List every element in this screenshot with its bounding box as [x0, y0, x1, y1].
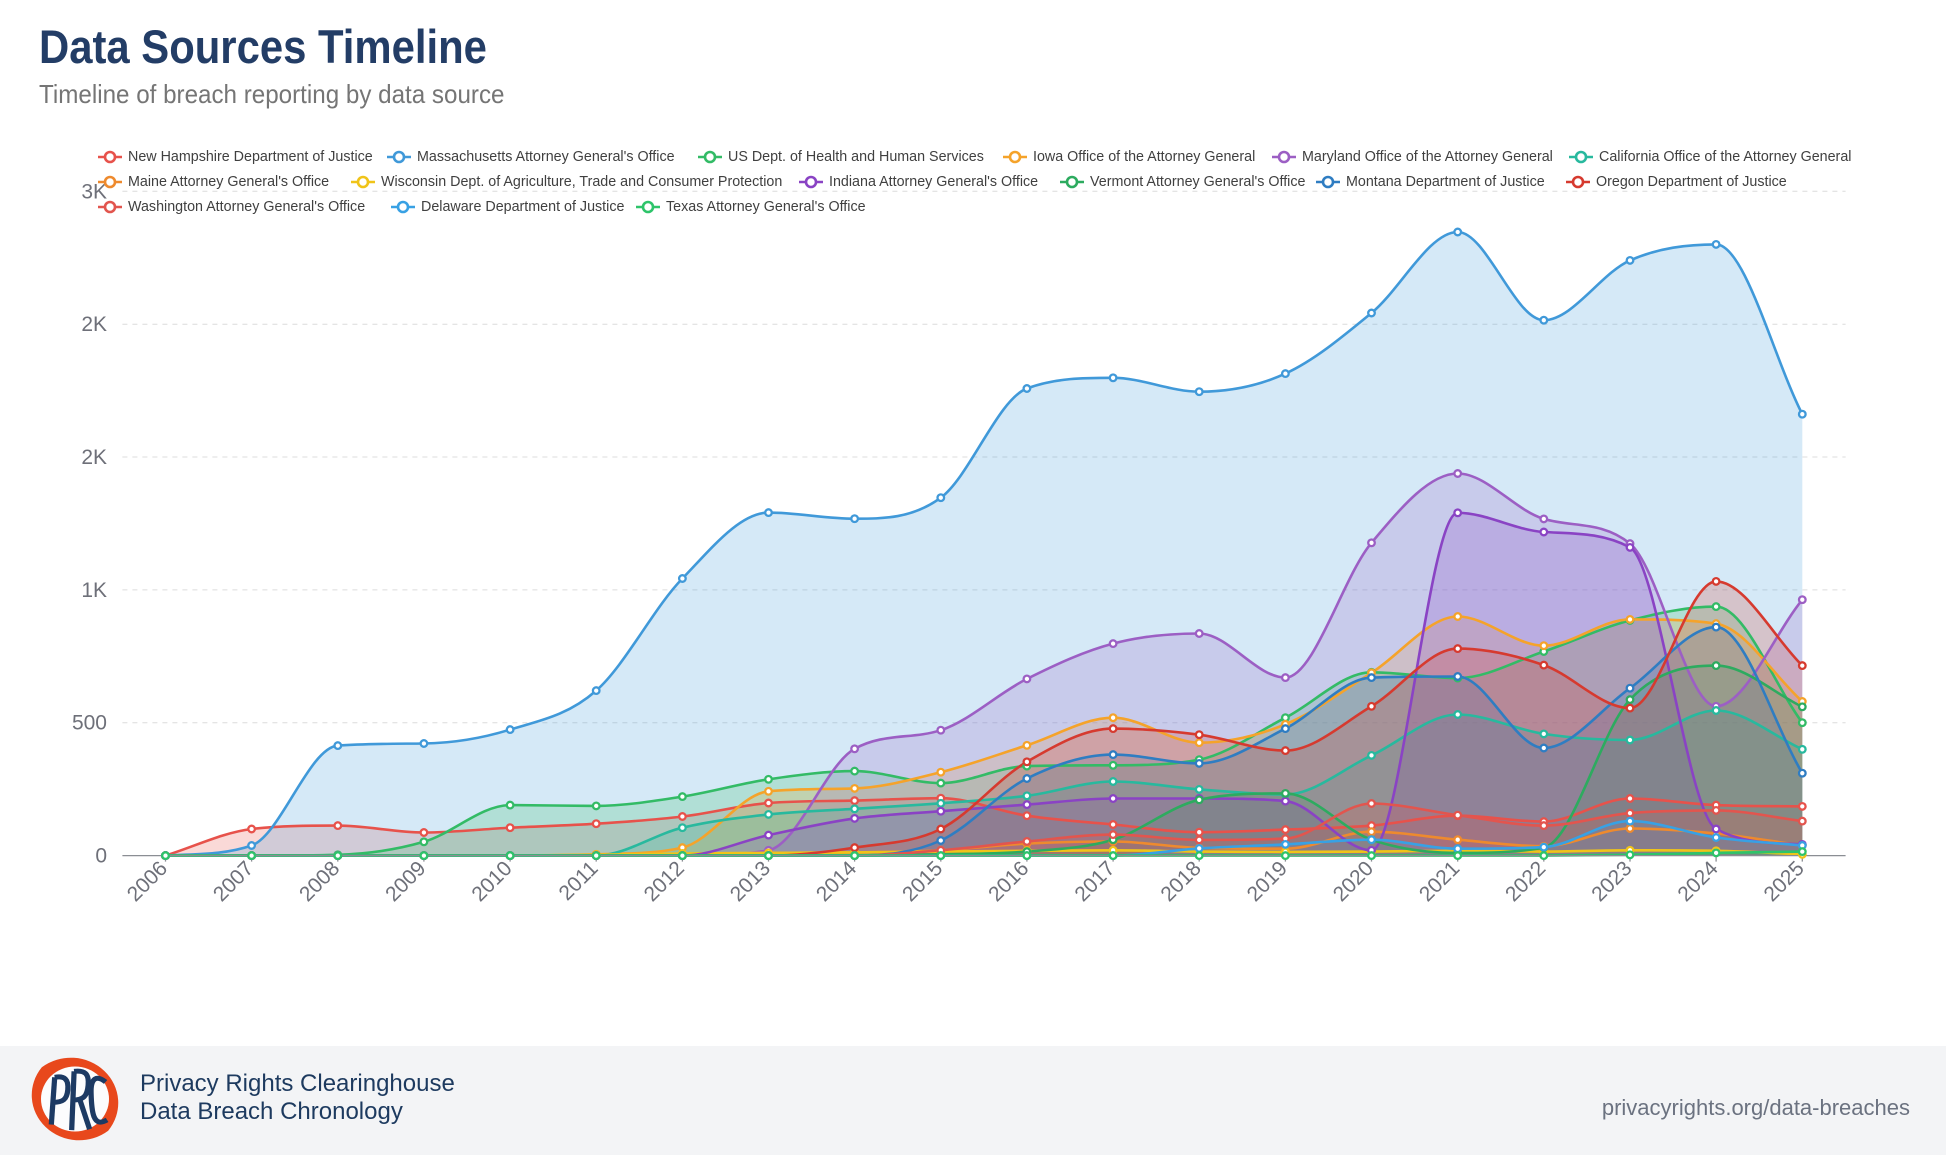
svg-text:2019: 2019 — [1243, 857, 1292, 906]
svg-text:2017: 2017 — [1070, 857, 1119, 906]
svg-text:2014: 2014 — [812, 857, 862, 907]
svg-text:3K: 3K — [81, 180, 107, 203]
svg-text:2013: 2013 — [726, 857, 775, 906]
svg-text:2006: 2006 — [123, 857, 172, 906]
svg-text:2022: 2022 — [1501, 857, 1550, 906]
svg-text:1K: 1K — [81, 579, 107, 602]
svg-text:2015: 2015 — [898, 857, 947, 906]
svg-text:2009: 2009 — [381, 857, 430, 906]
svg-text:2021: 2021 — [1415, 857, 1464, 906]
svg-text:2K: 2K — [81, 446, 107, 469]
svg-text:2024: 2024 — [1673, 857, 1723, 907]
svg-text:2007: 2007 — [209, 857, 258, 906]
svg-text:2020: 2020 — [1329, 857, 1378, 906]
svg-text:2011: 2011 — [555, 857, 603, 905]
svg-text:2K: 2K — [81, 313, 107, 336]
svg-text:2018: 2018 — [1156, 857, 1205, 906]
svg-text:2010: 2010 — [467, 857, 516, 906]
svg-text:2008: 2008 — [295, 857, 344, 906]
svg-text:500: 500 — [72, 712, 107, 735]
svg-text:2012: 2012 — [640, 857, 689, 906]
svg-text:2016: 2016 — [984, 857, 1033, 906]
svg-text:0: 0 — [95, 845, 107, 868]
svg-text:2023: 2023 — [1587, 857, 1636, 906]
svg-text:2025: 2025 — [1760, 857, 1809, 906]
